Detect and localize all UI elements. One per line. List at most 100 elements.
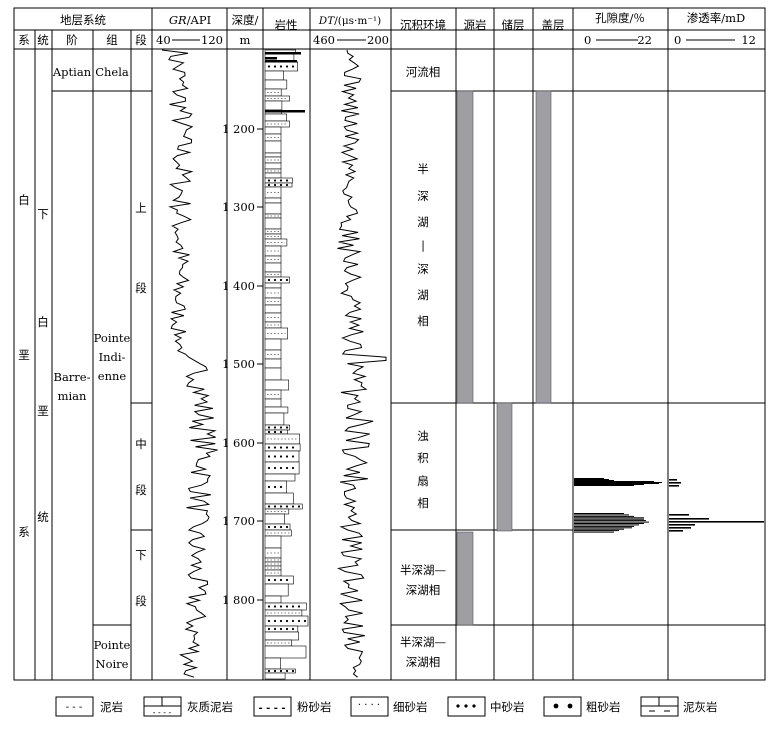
permeability-bar: [669, 518, 709, 520]
series-char-1: 白: [37, 315, 49, 329]
porosity-bar: [574, 523, 644, 524]
lithology-layer: [264, 631, 299, 641]
fine-sandstone-pattern-icon: · · · ·: [358, 700, 380, 711]
mudstone-pattern-icon: - - -: [66, 702, 83, 713]
member-middle-2: 段: [135, 483, 147, 497]
legend-siltstone: - - - - 粉砂岩: [253, 696, 332, 717]
gr-max: 120: [201, 33, 223, 47]
env-semi-deep-1-c2: 深: [417, 189, 429, 203]
env-semi-deep-2-l2: 深湖相: [406, 583, 441, 597]
lithology-layer: [264, 602, 307, 611]
porosity-bar: [574, 525, 634, 527]
lithology-layer: [264, 100, 283, 111]
legend-fine-sandstone: · · · · 细砂岩: [350, 696, 428, 717]
fm-pointe-indienne-1: Pointe: [94, 331, 131, 345]
member-lower-2: 段: [135, 594, 147, 608]
porosity-bar: [574, 479, 609, 480]
porosity-bar: [574, 518, 644, 520]
lithology-layer: [264, 412, 285, 426]
gr-axis-title: GR/API: [169, 13, 211, 27]
rock-bars: [456, 90, 552, 626]
fm-pointe-indienne-3: enne: [98, 369, 127, 383]
env-semi-deep-3-l1: 半深湖—: [400, 635, 446, 649]
lithology-layer: [264, 358, 282, 369]
lithology-layer: [264, 535, 282, 549]
member-label: 段: [135, 33, 147, 47]
porosity-bar: [574, 513, 624, 514]
porosity-bar: [574, 483, 659, 484]
porosity-bar: [574, 514, 629, 516]
porosity-bar: [574, 517, 644, 519]
porosity-bar: [574, 521, 649, 523]
porosity-bar: [574, 531, 614, 533]
reservoir-bar: [496, 402, 513, 532]
depth-unit: m: [240, 33, 251, 47]
member-upper-2: 段: [135, 281, 147, 295]
stage-aptian: Aptian: [52, 65, 92, 79]
series-char-3: 统: [37, 510, 49, 524]
lithology-layer: [264, 152, 282, 158]
legend-coarse-sandstone: 粗砂岩: [543, 696, 621, 717]
stage-barremian-2: mian: [58, 389, 87, 403]
cap-rock-title: 盖层: [542, 18, 565, 32]
lithology-layer: [264, 140, 282, 154]
source-rock-bar-upper: [456, 90, 474, 404]
permeability-title: 渗透率/mD: [687, 11, 746, 25]
legend-calc-mudstone-label: 灰质泥岩: [187, 700, 233, 714]
legend-coarse-sandstone-label: 粗砂岩: [586, 700, 621, 714]
porosity-bars: [574, 478, 662, 533]
lithology-layer: [264, 197, 282, 204]
lithology-layer: [264, 473, 296, 482]
porosity-bar: [574, 524, 639, 526]
lithology-layer: [264, 367, 282, 381]
permeability-bar: [669, 521, 764, 523]
lithology-layer: [264, 126, 282, 135]
gr-curve: [161, 49, 218, 678]
depth-tick-label: 1 500: [222, 357, 255, 371]
fm-chela: Chela: [95, 65, 129, 79]
env-semi-deep-1-c3: 湖: [417, 215, 429, 229]
permeability-bar: [669, 485, 679, 487]
stage-barremian-1: Barre-: [54, 370, 91, 384]
env-semi-deep-1-c6: 湖: [417, 288, 429, 302]
lithology-layer: [264, 338, 282, 351]
fm-pointe-indienne-2: Indi-: [99, 350, 126, 364]
env-semi-deep-1-c7: 相: [417, 314, 429, 328]
lithology-layer: [264, 282, 282, 289]
env-turbidite-c1: 浊: [417, 429, 429, 443]
legend-medium-sandstone: 中砂岩: [447, 696, 525, 717]
lithology-title: 岩性: [275, 18, 298, 32]
depth-axis: 1 200 1 300 1 400 1 500 1 600 1 700 1 800: [222, 122, 263, 607]
depth-tick-label: 1 200: [222, 122, 255, 136]
depth-tick-label: 1 800: [222, 593, 255, 607]
permeability-bar: [669, 530, 683, 532]
lithology-layer: [264, 406, 289, 414]
strat-system-label: 地层系统: [60, 13, 106, 27]
porosity-bar: [574, 520, 646, 522]
outer-border: [13, 7, 766, 681]
porosity-bar: [574, 480, 614, 481]
perm-min: 0: [674, 33, 681, 47]
dt-curve: [336, 49, 387, 678]
depth-tick-label: 1 400: [222, 279, 255, 293]
lithology-layer: [264, 492, 294, 505]
perm-max: 12: [741, 33, 756, 47]
porosity-bar: [574, 478, 604, 479]
lithology-layer: [264, 304, 282, 314]
lithology-layer: [264, 645, 307, 659]
formation-label: 组: [106, 33, 118, 47]
lithology-layer: [264, 79, 288, 90]
porosity-bar: [574, 482, 662, 483]
porosity-bar: [574, 485, 634, 486]
env-fluvial: 河流相: [406, 65, 441, 79]
porosity-title: 孔隙度/％: [595, 11, 645, 25]
environment-title: 沉积环境: [400, 18, 446, 32]
member-upper-1: 上: [135, 201, 147, 215]
dt-max: 200: [367, 33, 389, 47]
lithology-layer: [264, 672, 286, 680]
porosity-bar: [574, 528, 624, 530]
porosity-bar: [574, 530, 619, 532]
stratigraphy: 白 垩 系 下 白 垩 统 Aptian Barre- mian Chela P…: [18, 65, 147, 671]
legend: - - - 泥岩 - - - - 灰质泥岩 - - - - 粉砂岩 · · · …: [55, 696, 718, 717]
stage-label: 阶: [66, 33, 78, 47]
